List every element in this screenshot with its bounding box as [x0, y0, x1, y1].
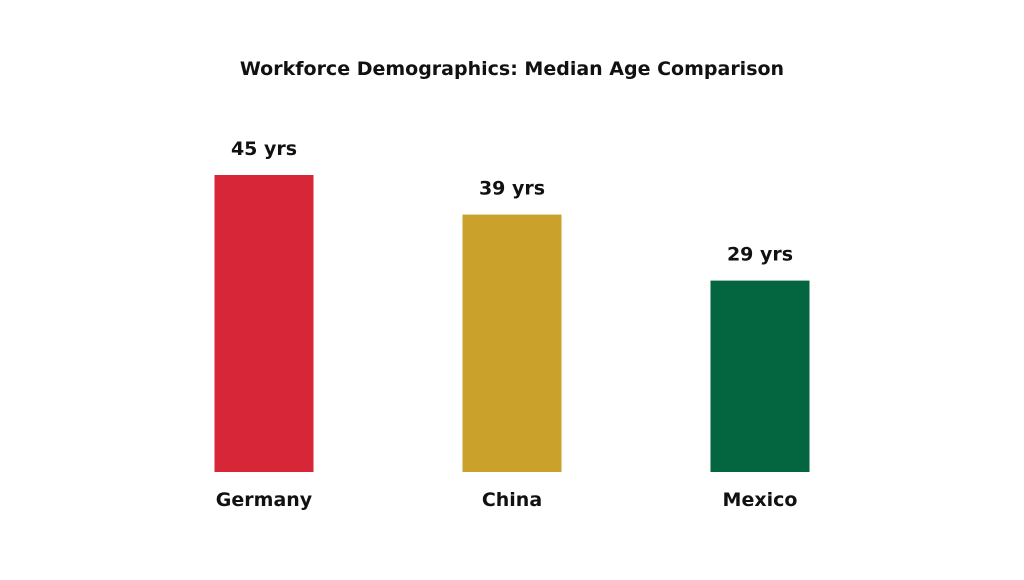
data-label-mexico: 29 yrs [727, 244, 793, 266]
bar-mexico [711, 281, 810, 472]
category-label-china: China [482, 489, 542, 511]
chart-title: Workforce Demographics: Median Age Compa… [0, 58, 1024, 80]
category-label-mexico: Mexico [723, 489, 798, 511]
data-label-germany: 45 yrs [231, 138, 297, 160]
bar-china [463, 215, 562, 472]
bar-germany [215, 175, 314, 472]
category-label-germany: Germany [216, 489, 313, 511]
data-label-china: 39 yrs [479, 178, 545, 200]
